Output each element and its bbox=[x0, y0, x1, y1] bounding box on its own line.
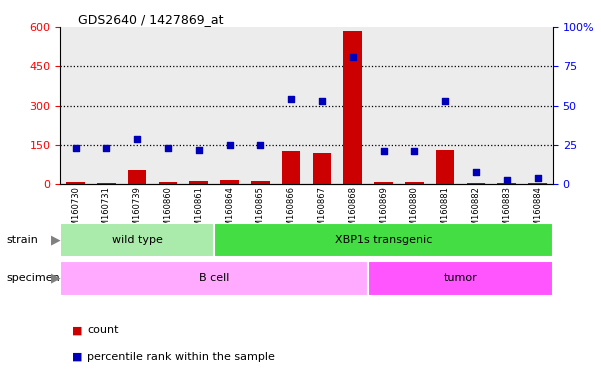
Bar bbox=[282, 151, 300, 184]
Text: B cell: B cell bbox=[199, 273, 230, 283]
Bar bbox=[528, 183, 547, 184]
Point bbox=[502, 177, 511, 183]
Bar bbox=[60, 261, 368, 296]
Bar bbox=[436, 150, 454, 184]
Text: ▶: ▶ bbox=[51, 233, 61, 247]
Text: wild type: wild type bbox=[112, 235, 162, 245]
Point bbox=[471, 169, 481, 175]
Point bbox=[532, 175, 542, 181]
Bar bbox=[214, 223, 553, 257]
Bar bbox=[374, 182, 393, 184]
Bar bbox=[221, 180, 239, 184]
Point bbox=[255, 142, 265, 148]
Bar bbox=[467, 183, 485, 184]
Point bbox=[317, 98, 327, 104]
Bar bbox=[368, 261, 553, 296]
Text: GDS2640 / 1427869_at: GDS2640 / 1427869_at bbox=[78, 13, 224, 26]
Text: tumor: tumor bbox=[444, 273, 477, 283]
Bar bbox=[344, 31, 362, 184]
Point bbox=[286, 96, 296, 103]
Point bbox=[194, 147, 204, 153]
Bar bbox=[159, 182, 177, 184]
Text: percentile rank within the sample: percentile rank within the sample bbox=[87, 352, 275, 362]
Bar bbox=[251, 180, 270, 184]
Point bbox=[71, 145, 81, 151]
Text: ▶: ▶ bbox=[51, 272, 61, 285]
Text: specimen: specimen bbox=[6, 273, 59, 283]
Bar bbox=[405, 182, 424, 184]
Text: ■: ■ bbox=[72, 352, 82, 362]
Text: XBP1s transgenic: XBP1s transgenic bbox=[335, 235, 432, 245]
Bar bbox=[498, 183, 516, 184]
Point bbox=[225, 142, 234, 148]
Point bbox=[132, 136, 142, 142]
Text: ■: ■ bbox=[72, 325, 82, 335]
Bar bbox=[128, 170, 147, 184]
Text: count: count bbox=[87, 325, 118, 335]
Point bbox=[379, 148, 388, 154]
Bar bbox=[189, 181, 208, 184]
Bar bbox=[66, 182, 85, 184]
Point bbox=[348, 54, 358, 60]
Bar bbox=[60, 223, 214, 257]
Bar bbox=[313, 153, 331, 184]
Point bbox=[441, 98, 450, 104]
Text: strain: strain bbox=[6, 235, 38, 245]
Point bbox=[163, 145, 172, 151]
Point bbox=[102, 145, 111, 151]
Bar bbox=[97, 183, 115, 184]
Point bbox=[409, 148, 419, 154]
